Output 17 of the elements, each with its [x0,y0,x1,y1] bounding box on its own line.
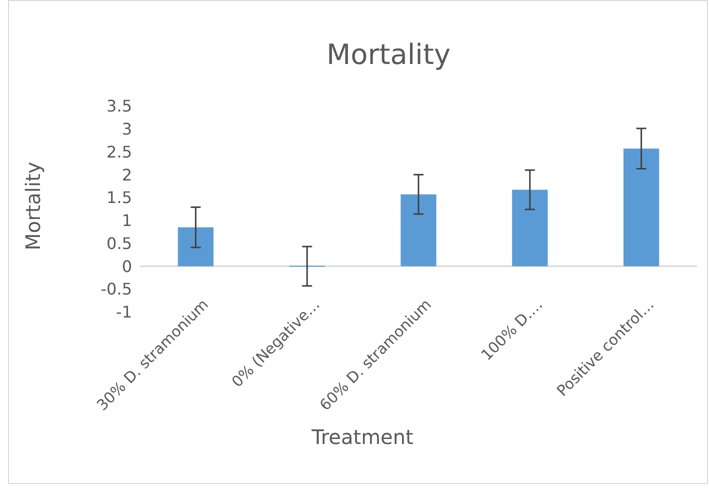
y-tick-label: 0 [122,256,132,276]
bar [178,227,214,266]
y-tick-label: 3 [122,119,132,138]
y-tick-label: -1 [116,302,132,322]
y-tick-label: 1 [122,211,132,230]
chart-title: Mortality [326,38,451,71]
x-axis-title: Treatment [310,425,414,449]
y-tick-label: 3.5 [106,96,132,116]
y-tick-label: 0.5 [106,234,132,253]
y-tick-label: 1.5 [106,188,132,208]
y-axis-title: Mortality [21,162,45,250]
bar [623,148,660,266]
bar [400,194,436,266]
bar [512,190,548,266]
y-tick-label: -0.5 [100,280,132,299]
y-tick-label: 2.5 [106,142,132,162]
y-tick-label: 2 [122,165,132,184]
